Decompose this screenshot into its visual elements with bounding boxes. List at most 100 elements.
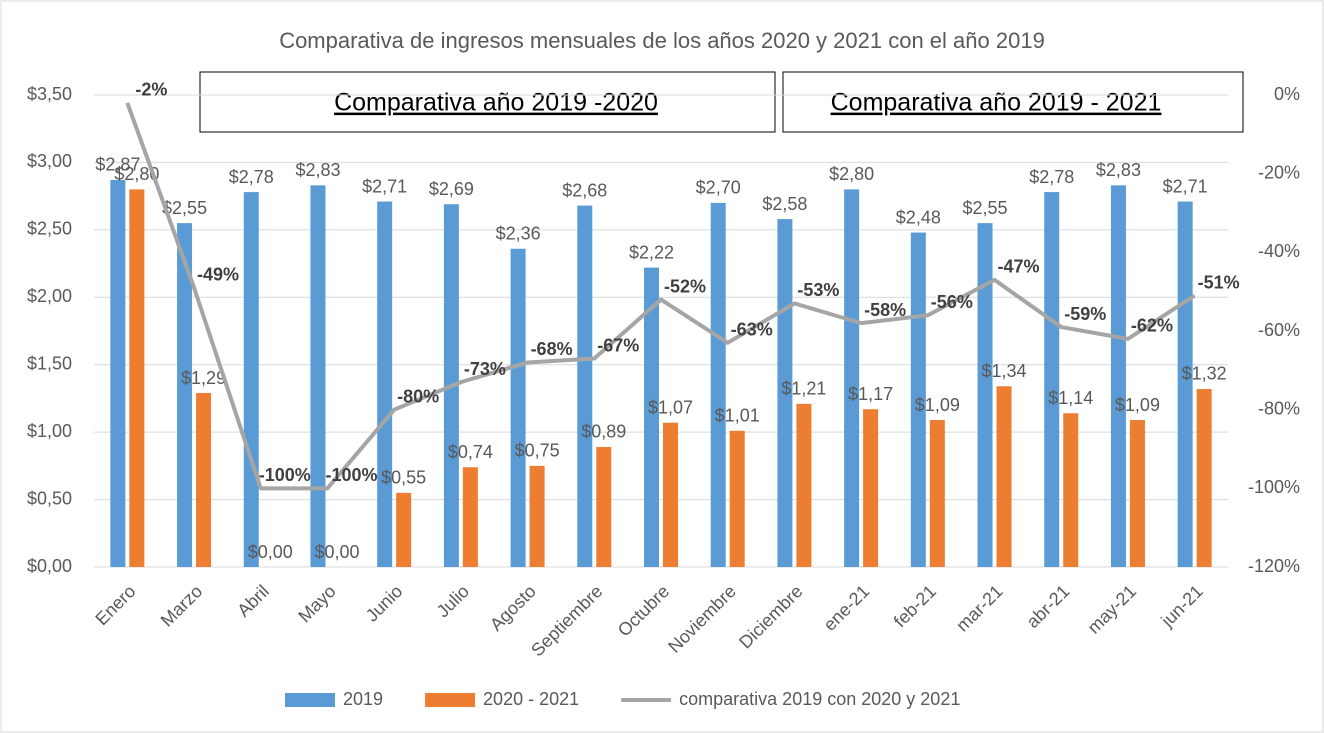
chart-title: Comparativa de ingresos mensuales de los… (279, 28, 1045, 53)
data-label: $1,14 (1048, 388, 1093, 408)
line (125, 102, 1196, 491)
data-label: $1,21 (781, 379, 826, 399)
data-label: $1,09 (1115, 395, 1160, 415)
data-label: -2% (135, 80, 167, 100)
data-label: $0,89 (581, 422, 626, 442)
y2-tick-label: -100% (1248, 477, 1300, 497)
data-label: -51% (1198, 272, 1240, 292)
bar (396, 492, 412, 567)
data-label: -68% (531, 339, 573, 359)
y2-tick-label: 0% (1274, 84, 1300, 104)
data-label: $2,80 (114, 164, 159, 184)
data-label: $2,87 (95, 155, 140, 175)
data-label: -47% (998, 257, 1040, 277)
legend-label: 2019 (343, 689, 383, 709)
y2-tick-label: -60% (1258, 320, 1300, 340)
data-label: -100% (325, 465, 377, 485)
y-tick-label: $1,50 (27, 353, 72, 373)
bar (529, 465, 545, 567)
data-label: $1,29 (181, 368, 226, 388)
data-label: $2,36 (496, 223, 541, 243)
bar (977, 223, 993, 567)
legend-label: 2020 - 2021 (483, 689, 579, 709)
data-label: $0,00 (248, 542, 293, 562)
data-label: -58% (864, 300, 906, 320)
data-label: -67% (597, 335, 639, 355)
data-label: $2,22 (629, 242, 674, 262)
bar (596, 446, 612, 567)
data-label: $0,74 (448, 442, 493, 462)
data-label: $0,55 (381, 468, 426, 488)
bar (510, 248, 526, 568)
y-tick-label: $3,00 (27, 151, 72, 171)
legend-label: comparativa 2019 con 2020 y 2021 (679, 689, 960, 709)
bar (1177, 201, 1193, 567)
y2-tick-label: -20% (1258, 162, 1300, 182)
data-label: -52% (664, 276, 706, 296)
bar (1044, 192, 1060, 567)
bar (1110, 185, 1126, 567)
data-label: $2,78 (1029, 167, 1074, 187)
bar (310, 185, 326, 567)
data-label: $1,09 (915, 395, 960, 415)
data-label: $2,71 (1163, 176, 1208, 196)
bar (462, 467, 478, 567)
data-label: $0,00 (314, 542, 359, 562)
data-label: $1,32 (1182, 364, 1227, 384)
annotation-box (782, 71, 1244, 133)
bar (577, 205, 593, 567)
data-label: $2,48 (896, 207, 941, 227)
data-label: -80% (397, 386, 439, 406)
bar (863, 409, 879, 567)
y2-tick-label: -40% (1258, 241, 1300, 261)
data-label: $0,75 (515, 441, 560, 461)
data-label: -49% (197, 264, 239, 284)
bar (1129, 420, 1145, 567)
annotation-box (199, 71, 776, 133)
y2-tick-label: -120% (1248, 556, 1300, 576)
bar (243, 192, 259, 567)
bar (377, 201, 393, 567)
y-tick-label: $0,00 (27, 556, 72, 576)
bar (710, 202, 726, 567)
y-tick-label: $2,00 (27, 286, 72, 306)
annotation: Comparativa año 2019 - 2021 (831, 89, 1162, 117)
data-label: -73% (464, 359, 506, 379)
data-label: -56% (931, 292, 973, 312)
data-label: -59% (1064, 304, 1106, 324)
bar (929, 420, 945, 567)
y-tick-label: $2,50 (27, 219, 72, 239)
bar (796, 403, 812, 567)
data-label: -53% (797, 280, 839, 300)
annotation: Comparativa año 2019 -2020 (334, 89, 658, 117)
data-label: -62% (1131, 316, 1173, 336)
data-label: $2,83 (295, 160, 340, 180)
legend-marker (425, 693, 476, 707)
bar (844, 189, 860, 567)
bar (663, 422, 678, 567)
data-label: $2,55 (162, 198, 207, 218)
bar (110, 179, 126, 567)
data-label: $2,71 (362, 176, 407, 196)
bar (177, 223, 193, 567)
data-label: $1,34 (982, 361, 1027, 381)
legend-marker (285, 693, 335, 707)
bar (1196, 388, 1212, 567)
data-label: $1,01 (715, 406, 760, 426)
data-label: $1,17 (848, 384, 893, 404)
bar (644, 267, 659, 567)
bar (196, 393, 212, 567)
bar (129, 189, 145, 567)
data-label: $2,83 (1096, 160, 1141, 180)
data-label: $2,70 (696, 178, 741, 198)
y-tick-label: $1,00 (27, 421, 72, 441)
data-label: $2,58 (762, 194, 807, 214)
data-label: -63% (731, 320, 773, 340)
bar (729, 430, 745, 567)
data-label: $2,69 (429, 179, 474, 199)
y2-tick-label: -80% (1258, 398, 1300, 418)
data-label: $2,80 (829, 164, 874, 184)
bar (996, 386, 1012, 567)
y-tick-label: $0,50 (27, 488, 72, 508)
